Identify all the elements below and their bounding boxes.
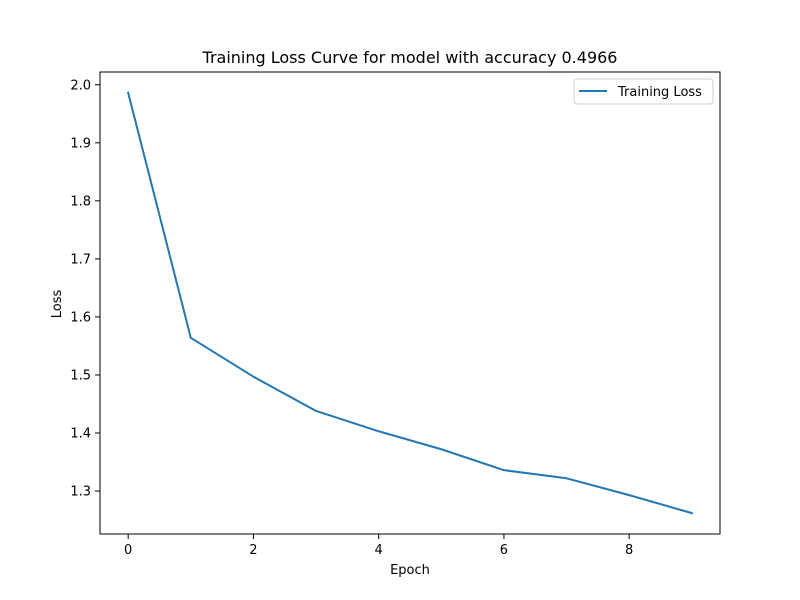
y-tick-label: 2.0 [70, 78, 91, 93]
legend: Training Loss [573, 78, 714, 105]
x-tick-label: 4 [375, 543, 383, 558]
chart-title: Training Loss Curve for model with accur… [202, 48, 618, 67]
y-tick-label: 1.9 [70, 136, 91, 151]
x-tick-label: 8 [625, 543, 633, 558]
y-tick-label: 1.8 [70, 194, 91, 209]
legend-box [573, 78, 714, 105]
axes-frame [99, 71, 721, 535]
y-tick-label: 1.4 [70, 427, 91, 442]
plot-area [126, 91, 694, 515]
x-tick-label: 0 [124, 543, 132, 558]
legend-label-training-loss: Training Loss [617, 85, 702, 100]
y-tick-label: 1.5 [70, 368, 91, 383]
axes: 0 2 4 6 8 1.3 1.4 1.5 1.6 1.7 1.8 1.9 2.0 [70, 71, 721, 558]
y-tick-label: 1.7 [70, 252, 91, 267]
y-axis-label: Loss [50, 290, 65, 319]
x-axis-label: Epoch [390, 563, 430, 578]
y-tick-label: 1.6 [70, 310, 91, 325]
x-tick-label: 6 [500, 543, 508, 558]
y-tick-label: 1.3 [70, 485, 91, 500]
series-line-0 [126, 91, 694, 515]
x-tick-label: 2 [249, 543, 257, 558]
